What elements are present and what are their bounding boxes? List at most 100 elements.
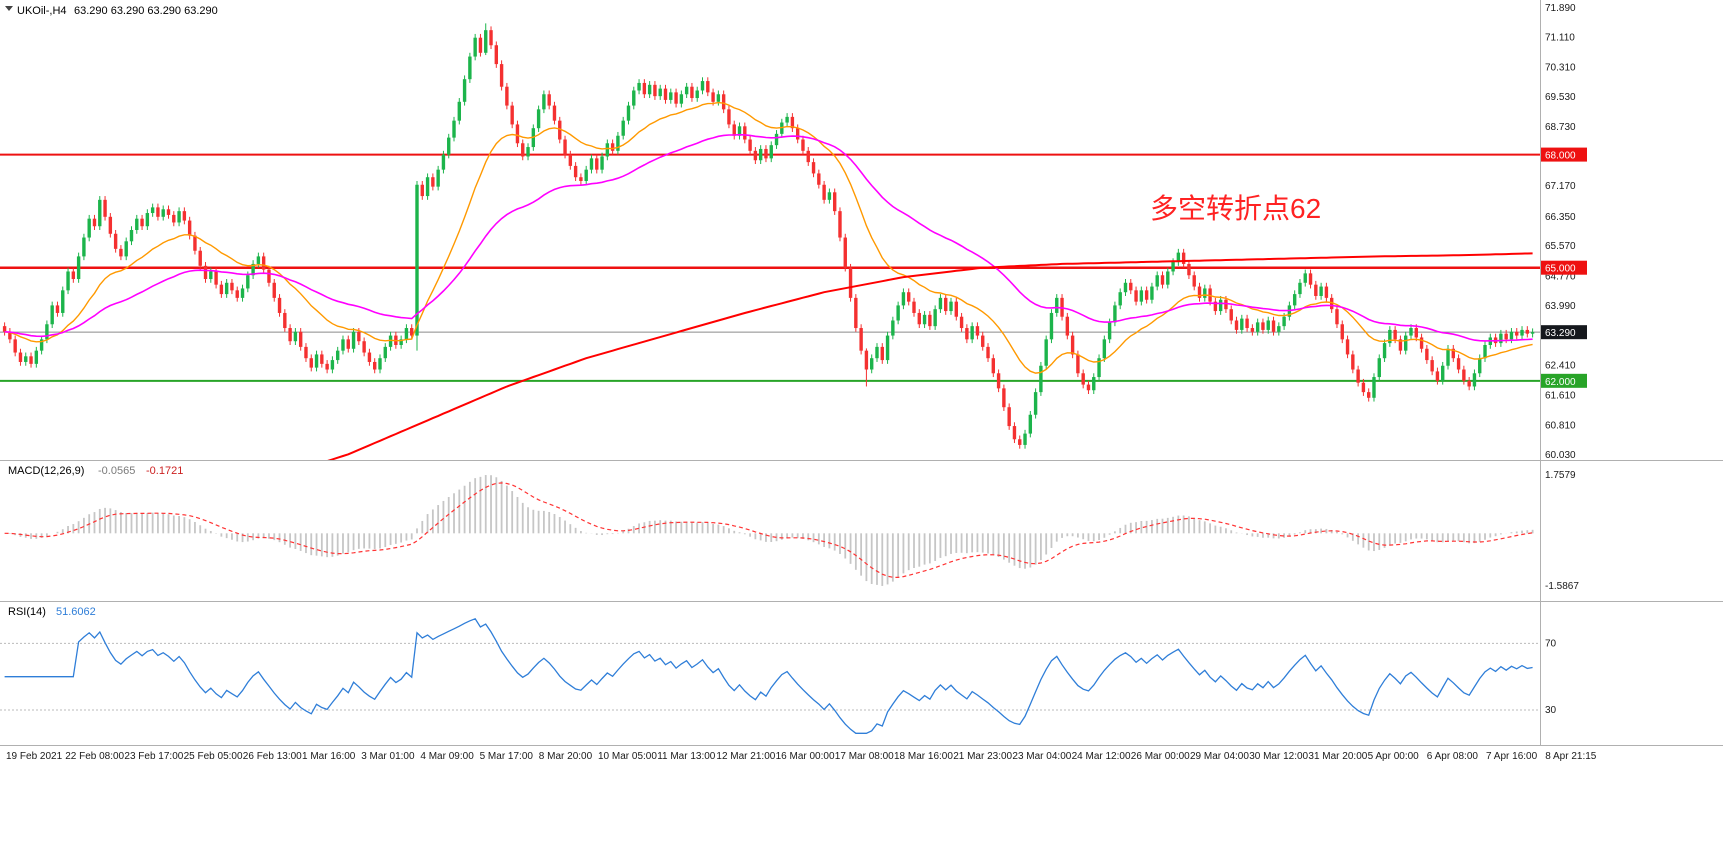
candle-body [1324, 286, 1329, 298]
candle-body [790, 116, 795, 129]
candle-body [769, 145, 773, 159]
candle-body [1007, 407, 1011, 427]
candle-body [1245, 318, 1249, 329]
price-tick: 66.350 [1545, 212, 1576, 223]
candle-body [8, 331, 12, 340]
candle-body [870, 358, 874, 370]
candle-body [505, 86, 509, 106]
candle-body [1298, 282, 1302, 295]
candle-body [1277, 326, 1281, 332]
symbol-dropdown-icon[interactable] [5, 6, 13, 11]
candle-body [1176, 252, 1181, 263]
ma-slow-line [327, 252, 1533, 460]
candle-body [1292, 294, 1297, 306]
chart-annotation-text[interactable]: 多空转折点62 [1150, 193, 1321, 224]
candle-body [1092, 377, 1096, 391]
candle-body [1250, 328, 1255, 332]
date-label: 23 Mar 04:00 [1012, 751, 1071, 762]
candle-body [240, 288, 245, 298]
price-tick: 68.730 [1545, 122, 1576, 133]
candle-body [256, 256, 261, 264]
candle-body [933, 309, 937, 327]
candle-body [177, 211, 181, 223]
price-scale-gutter[interactable] [1540, 0, 1723, 746]
candle-body [1097, 358, 1101, 378]
candle-body [1414, 328, 1418, 338]
candle-body [1081, 373, 1085, 385]
price-tick: 60.030 [1545, 450, 1576, 461]
candle-body [579, 177, 583, 181]
candle-body [161, 209, 165, 217]
date-label: 26 Feb 13:00 [243, 751, 302, 762]
candle-body [981, 335, 985, 347]
candle-body [917, 312, 921, 325]
date-label: 24 Mar 12:00 [1072, 751, 1131, 762]
candle-body [357, 331, 361, 342]
date-label: 22 Feb 08:00 [65, 751, 124, 762]
candle-body [526, 147, 530, 157]
candle-body [589, 158, 594, 170]
price-axis: 71.890 71.110 70.310 69.530 68.730 67.170 66.3… [1541, 3, 1587, 461]
candle-body [1308, 273, 1313, 285]
candle-body [510, 105, 514, 125]
candle-body [1314, 284, 1318, 296]
candle-body [600, 156, 604, 170]
candle-body [1419, 337, 1424, 349]
rsi-axis-30: 30 [1545, 705, 1557, 716]
date-label: 18 Mar 16:00 [894, 751, 953, 762]
candle-body [1356, 369, 1360, 383]
date-axis: 19 Feb 2021 22 Feb 08:00 23 Feb 17:00 25 Fe… [6, 751, 1597, 762]
candle-body [145, 213, 150, 227]
candle-body [1303, 273, 1307, 283]
ma-fast-line [4, 101, 1533, 374]
candle-body [907, 292, 911, 302]
candle-body [378, 358, 382, 370]
candle-body [832, 192, 837, 212]
candle-body [1113, 305, 1117, 323]
candle-body [642, 82, 647, 95]
date-label: 16 Mar 00:00 [776, 751, 835, 762]
candle-body [1462, 369, 1466, 381]
candle-body [695, 90, 699, 99]
candle-body [806, 150, 810, 163]
candle-body [119, 248, 123, 257]
macd-axis: 1.7579 -1.5867 [1545, 470, 1579, 592]
date-label: 26 Mar 00:00 [1131, 751, 1190, 762]
candle-body [764, 148, 768, 159]
price-tick: 63.990 [1545, 301, 1576, 312]
candle-body [822, 184, 826, 200]
candle-body [415, 184, 419, 336]
candle-body [991, 358, 996, 374]
price-tick: 70.310 [1545, 62, 1576, 73]
candle-body [616, 135, 620, 151]
price-badge-68.000-label: 68.000 [1545, 151, 1576, 162]
candle-body [373, 361, 377, 370]
candle-body [716, 94, 721, 102]
candle-body [261, 256, 266, 270]
date-label: 5 Mar 17:00 [480, 751, 534, 762]
date-label: 17 Mar 08:00 [835, 751, 894, 762]
candle-body [18, 352, 23, 362]
candle-body [1033, 392, 1038, 415]
candle-body [320, 354, 324, 364]
candle-body [558, 120, 562, 140]
candle-body [219, 284, 224, 295]
candle-body [293, 331, 298, 342]
candle-body [87, 218, 91, 238]
candle-body [499, 64, 504, 87]
candle-body [1451, 348, 1455, 359]
candle-body [1388, 329, 1392, 344]
candle-body [1192, 275, 1196, 287]
price-pane-canvas[interactable] [0, 0, 1540, 460]
macd-pane-canvas[interactable] [0, 461, 1540, 601]
candle-body [774, 133, 779, 146]
candle-body [996, 373, 1001, 389]
candle-body [1509, 331, 1514, 340]
candle-body [135, 218, 139, 230]
rsi-pane-canvas[interactable] [0, 602, 1540, 745]
candle-body [938, 297, 943, 310]
candle-body [304, 346, 308, 359]
time-scale-gutter[interactable] [0, 746, 1723, 768]
candle-body [341, 339, 345, 351]
candle-body [1150, 286, 1154, 300]
